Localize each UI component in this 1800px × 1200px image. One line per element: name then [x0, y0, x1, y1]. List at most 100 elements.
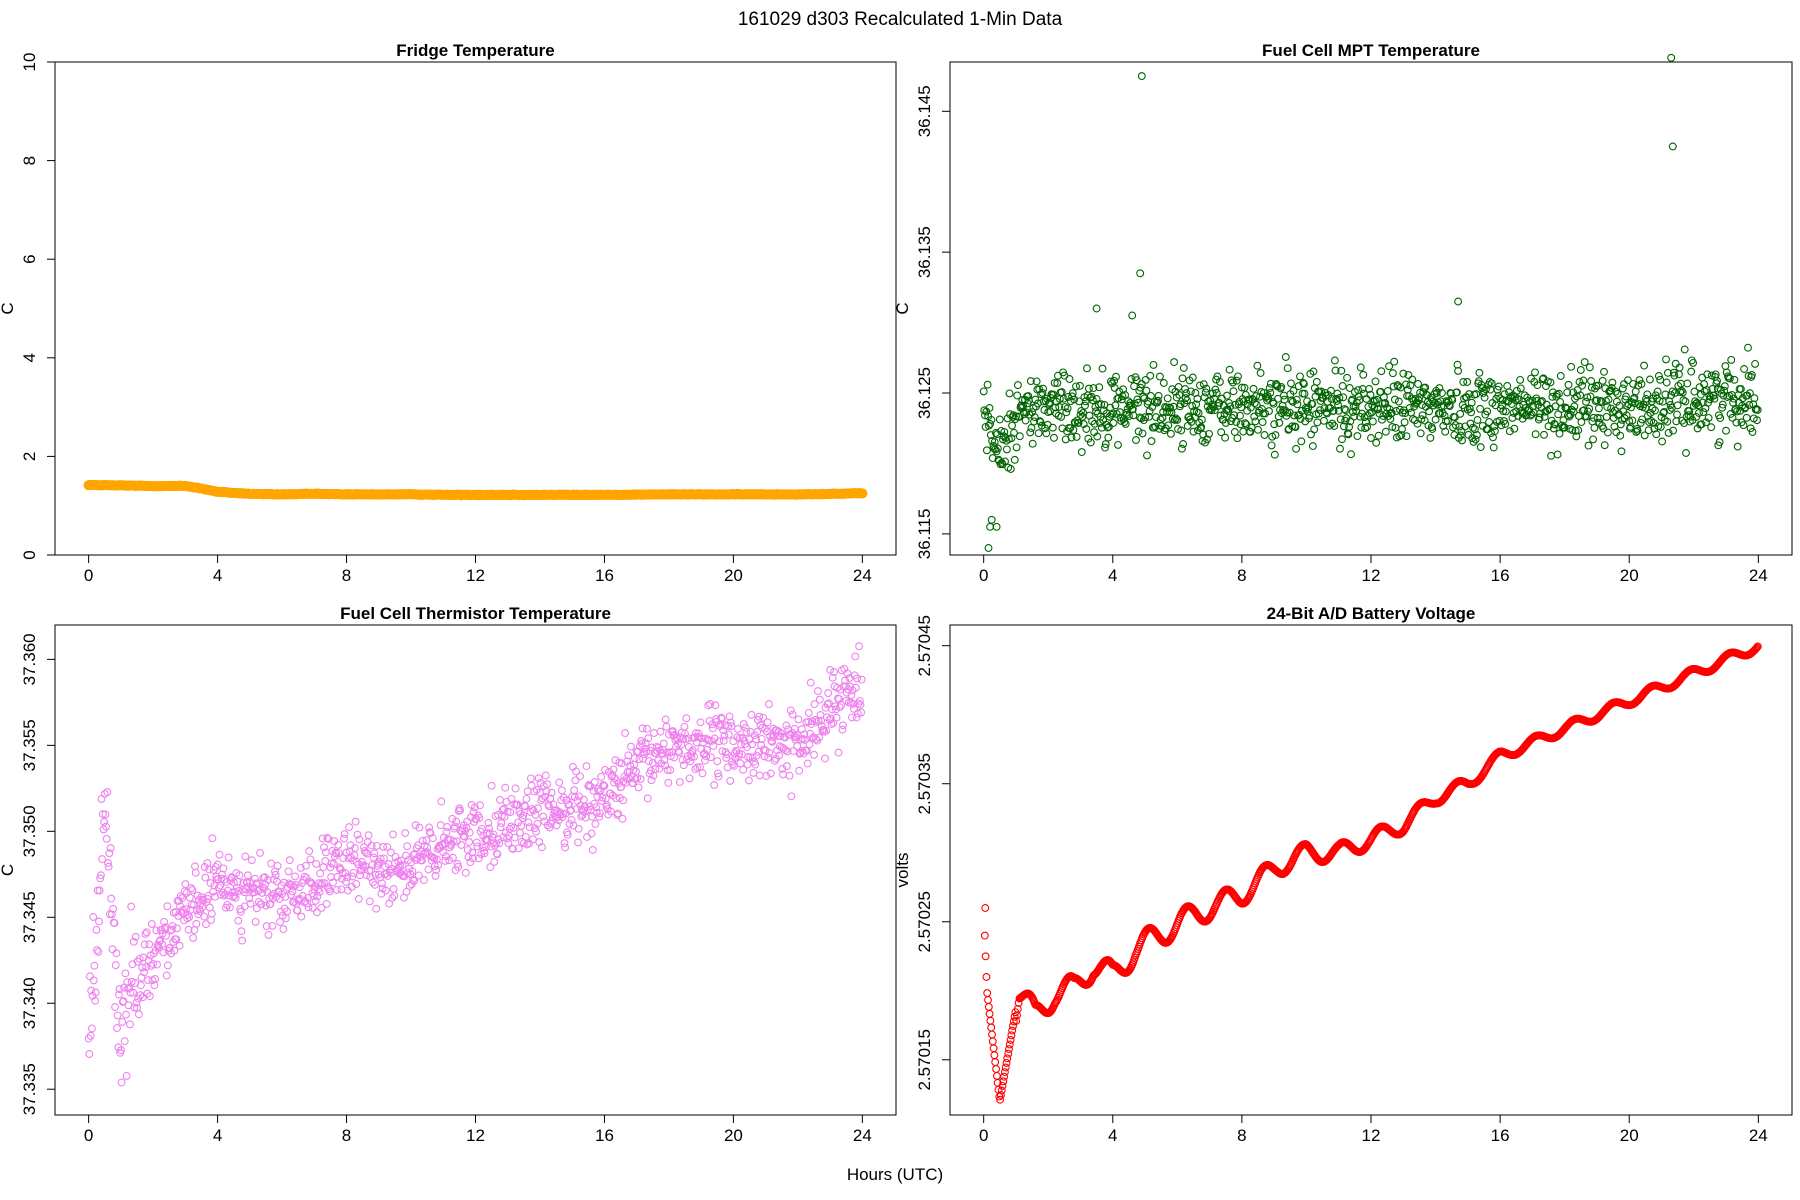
data-point — [1221, 418, 1230, 427]
y-tick-label: 36.115 — [915, 509, 934, 560]
data-point — [95, 917, 103, 926]
data-point — [285, 856, 294, 865]
y-tick-label: 37.345 — [20, 891, 39, 943]
data-point — [1499, 407, 1508, 416]
data-point — [1132, 376, 1141, 385]
data-point — [97, 794, 106, 803]
data-point — [1232, 376, 1241, 385]
data-point — [722, 753, 731, 762]
data-point — [436, 821, 445, 830]
data-point — [1586, 392, 1595, 401]
data-point — [300, 872, 309, 881]
data-point — [495, 839, 504, 848]
x-tick-label: 20 — [1620, 566, 1639, 585]
data-point — [1640, 361, 1649, 370]
x-tick-label: 4 — [213, 566, 222, 585]
data-point — [1753, 416, 1761, 425]
data-point — [598, 793, 607, 802]
data-point — [84, 1034, 93, 1043]
data-point — [1000, 427, 1009, 436]
data-point — [193, 891, 202, 900]
data-point — [1690, 387, 1699, 396]
data-point — [1098, 364, 1107, 373]
data-point — [1472, 431, 1481, 439]
data-point — [304, 903, 313, 912]
data-point — [621, 729, 630, 738]
x-tick-label: 0 — [84, 566, 93, 585]
data-point — [1253, 361, 1262, 370]
data-point — [787, 792, 796, 801]
data-point — [1733, 407, 1741, 416]
data-point — [782, 721, 791, 730]
data-point — [1374, 431, 1383, 440]
data-point — [1281, 353, 1290, 361]
data-point — [1625, 417, 1634, 426]
data-point — [1040, 406, 1049, 414]
data-point — [828, 673, 837, 682]
data-point — [122, 1071, 131, 1080]
data-point — [127, 902, 136, 911]
data-point — [1746, 424, 1755, 433]
data-point — [1203, 435, 1211, 444]
data-point — [1495, 416, 1504, 425]
data-point — [592, 808, 601, 817]
x-tick-label: 0 — [979, 1126, 988, 1145]
chart-panel-1: Fridge Temperature048121620240246810C — [0, 41, 897, 585]
data-point — [832, 713, 841, 722]
x-tick-label: 8 — [342, 566, 351, 585]
data-point — [1655, 396, 1664, 405]
data-point — [153, 960, 161, 969]
data-point — [1088, 396, 1097, 405]
data-point — [590, 778, 599, 786]
data-point — [224, 853, 233, 862]
data-point — [837, 701, 846, 709]
data-point — [102, 822, 110, 831]
data-point — [401, 829, 410, 838]
data-point — [1287, 396, 1296, 405]
data-point — [1228, 378, 1237, 387]
data-point — [1333, 389, 1342, 398]
data-point — [1258, 418, 1267, 427]
data-point — [984, 1002, 993, 1011]
data-point — [268, 921, 277, 930]
data-point — [1229, 387, 1238, 396]
data-point — [95, 886, 104, 895]
data-point — [1366, 390, 1375, 399]
data-point — [85, 972, 94, 981]
data-point — [192, 919, 201, 928]
data-point — [1313, 418, 1322, 427]
data-point — [1646, 408, 1655, 417]
data-point — [764, 753, 773, 762]
x-tick-label: 0 — [84, 1126, 93, 1145]
data-point — [389, 830, 397, 839]
data-point — [1390, 395, 1399, 404]
data-point — [85, 1050, 94, 1058]
data-point — [1039, 384, 1048, 393]
data-point — [220, 891, 228, 900]
data-point — [1489, 443, 1498, 452]
data-point — [1263, 396, 1272, 405]
data-point — [1487, 379, 1496, 388]
data-point — [340, 834, 348, 843]
data-point — [322, 899, 331, 908]
data-point — [284, 867, 293, 876]
data-point — [634, 783, 643, 792]
data-point — [1296, 372, 1304, 381]
data-point — [720, 731, 729, 740]
data-point — [317, 903, 326, 912]
data-point — [196, 907, 205, 916]
data-point — [614, 809, 622, 818]
data-point — [1344, 430, 1353, 439]
data-point — [1130, 399, 1139, 408]
data-point — [595, 812, 604, 821]
data-point — [984, 996, 992, 1004]
data-point — [1199, 380, 1208, 389]
data-point — [1667, 53, 1676, 62]
data-point — [1580, 358, 1589, 367]
data-point — [685, 774, 694, 783]
y-tick-label: 10 — [20, 53, 39, 72]
data-point — [980, 406, 989, 415]
data-point — [1137, 380, 1146, 389]
data-point — [1428, 425, 1437, 433]
data-point — [1590, 423, 1599, 432]
